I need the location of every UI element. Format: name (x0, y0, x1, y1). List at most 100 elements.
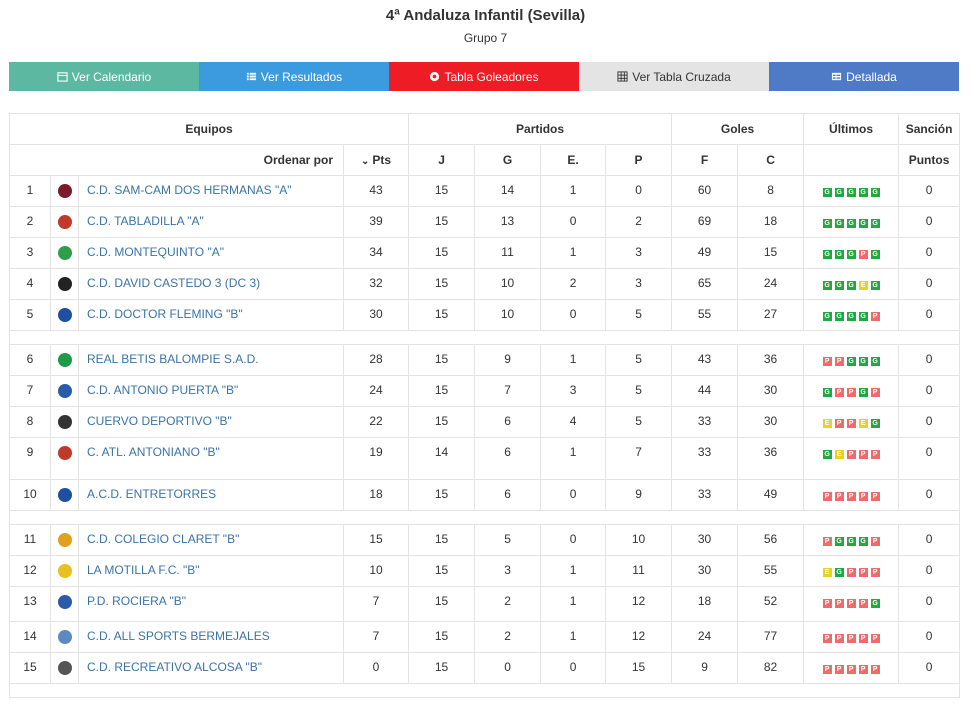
f-cell: 43 (671, 344, 739, 376)
ver-calendario-button[interactable]: Ver Calendario (9, 62, 199, 91)
crest-cell (50, 479, 79, 511)
c-cell: 82 (737, 652, 805, 684)
position-cell: 4 (9, 268, 51, 300)
p-cell: 12 (605, 621, 673, 653)
result-badge: P (870, 450, 880, 459)
team-link[interactable]: C.D. ANTONIO PUERTA "B" (87, 383, 239, 397)
sancion-cell: 0 (898, 406, 961, 438)
detallada-button[interactable]: Detallada (769, 62, 959, 91)
j-cell: 15 (408, 586, 476, 622)
position-cell: 10 (9, 479, 51, 511)
crest-cell (50, 437, 79, 480)
ver-resultados-label: Ver Resultados (260, 69, 343, 84)
team-cell: REAL BETIS BALOMPIE S.A.D. (78, 344, 344, 376)
team-link[interactable]: CUERVO DEPORTIVO "B" (87, 414, 232, 428)
result-badge: P (858, 568, 868, 577)
p-cell: 5 (605, 344, 673, 376)
c-cell: 56 (737, 524, 805, 556)
team-link[interactable]: C.D. ALL SPORTS BERMEJALES (87, 629, 270, 643)
team-link[interactable]: C.D. DAVID CASTEDO 3 (DC 3) (87, 276, 261, 290)
f-cell: 55 (671, 299, 739, 331)
team-link[interactable]: C.D. TABLADILLA "A" (87, 214, 204, 228)
separator-cell (8, 330, 961, 345)
pts-cell: 10 (342, 555, 410, 587)
result-badge: G (870, 419, 880, 428)
team-link[interactable]: P.D. ROCIERA "B" (87, 594, 186, 608)
result-badge: P (822, 492, 832, 501)
j-cell: 15 (408, 375, 476, 407)
crest-cell (50, 299, 79, 331)
result-badge: P (870, 537, 880, 546)
result-badge: G (846, 281, 856, 290)
team-link[interactable]: LA MOTILLA F.C. "B" (87, 563, 200, 577)
sancion-cell: 0 (898, 479, 961, 511)
e-cell: 2 (540, 268, 607, 300)
team-link[interactable]: C.D. DOCTOR FLEMING "B" (87, 307, 243, 321)
crest-cell (50, 555, 79, 587)
result-badge: P (834, 634, 844, 643)
grid-icon (617, 71, 628, 82)
c-cell: 30 (737, 375, 805, 407)
ver-tabla-cruzada-button[interactable]: Ver Tabla Cruzada (579, 62, 769, 91)
g-cell: 5 (474, 524, 542, 556)
c-cell: 8 (737, 175, 805, 207)
header-goles: Goles (671, 113, 805, 145)
header-p: P (605, 144, 673, 176)
table-row: 6 REAL BETIS BALOMPIE S.A.D. 28 15 9 1 5 43 36 P P… (9, 344, 961, 376)
ver-resultados-button[interactable]: Ver Resultados (199, 62, 389, 91)
result-badge: G (834, 537, 844, 546)
tabla-goleadores-button[interactable]: Tabla Goleadores (389, 62, 579, 91)
standings-table: Equipos Partidos Goles Últimos Sanción O… (8, 113, 961, 698)
result-badge: G (846, 537, 856, 546)
result-badge: G (870, 250, 880, 259)
team-link[interactable]: C.D. SAM-CAM DOS HERMANAS "A" (87, 183, 292, 197)
result-badge: G (858, 357, 868, 366)
sort-pts-header[interactable]: ⌄ Pts (342, 144, 410, 176)
result-badge: G (834, 568, 844, 577)
c-cell: 24 (737, 268, 805, 300)
page-title: 4ª Andaluza Infantil (Sevilla) (385, 7, 586, 24)
team-link[interactable]: A.C.D. ENTRETORRES (87, 487, 217, 501)
result-badge: P (858, 450, 868, 459)
result-badge: P (870, 568, 880, 577)
table-footer-row (8, 683, 961, 698)
sancion-cell: 0 (898, 237, 961, 269)
result-badge: P (870, 634, 880, 643)
j-cell: 15 (408, 268, 476, 300)
crest-cell (50, 206, 79, 238)
team-crest-icon (57, 383, 72, 398)
e-cell: 1 (540, 437, 607, 480)
position-cell: 1 (9, 175, 51, 207)
position-cell: 2 (9, 206, 51, 238)
j-cell: 15 (408, 344, 476, 376)
c-cell: 27 (737, 299, 805, 331)
position-cell: 6 (9, 344, 51, 376)
position-cell: 8 (9, 406, 51, 438)
pts-cell: 7 (342, 621, 410, 653)
c-cell: 77 (737, 621, 805, 653)
result-badge: P (822, 599, 832, 608)
e-cell: 0 (540, 206, 607, 238)
result-badge: P (834, 599, 844, 608)
sancion-cell: 0 (898, 652, 961, 684)
team-link[interactable]: C.D. MONTEQUINTO "A" (87, 245, 224, 259)
c-cell: 30 (737, 406, 805, 438)
team-crest-icon (57, 487, 72, 502)
team-link[interactable]: REAL BETIS BALOMPIE S.A.D. (87, 352, 259, 366)
pts-cell: 7 (342, 586, 410, 622)
team-crest-icon (57, 276, 72, 291)
team-crest-icon (57, 594, 72, 609)
team-link[interactable]: C.D. COLEGIO CLARET "B" (87, 532, 240, 546)
team-link[interactable]: C. ATL. ANTONIANO "B" (87, 445, 220, 459)
table-row: 5 C.D. DOCTOR FLEMING "B" 30 15 10 0 5 55 27 G G G G… (9, 299, 961, 331)
f-cell: 65 (671, 268, 739, 300)
sancion-cell: 0 (898, 375, 961, 407)
team-link[interactable]: C.D. RECREATIVO ALCOSA "B" (87, 660, 263, 674)
result-badge: P (870, 388, 880, 397)
